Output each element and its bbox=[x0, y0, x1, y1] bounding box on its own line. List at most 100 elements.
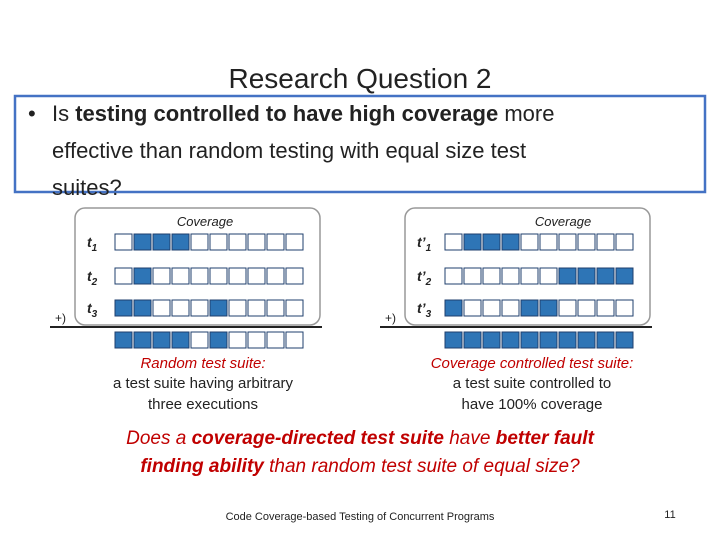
coverage-cell bbox=[133, 331, 152, 349]
caption-heading: Coverage controlled test suite: bbox=[431, 355, 634, 372]
row-label-sub: 3 bbox=[426, 309, 432, 320]
row-label-text: t’ bbox=[417, 268, 427, 284]
plus-sign: +) bbox=[55, 311, 66, 325]
plus-sign: +) bbox=[385, 311, 396, 325]
coverage-cell bbox=[615, 267, 634, 285]
caption-line: a test suite controlled to bbox=[453, 375, 611, 392]
coverage-cell bbox=[152, 299, 171, 317]
coverage-cell bbox=[577, 299, 596, 317]
coverage-cell bbox=[577, 267, 596, 285]
coverage-cell bbox=[285, 267, 304, 285]
question-line: Does a coverage-directed test suite have… bbox=[126, 428, 594, 449]
coverage-cell bbox=[133, 267, 152, 285]
text: Does a bbox=[126, 428, 191, 449]
row-label: t’1 bbox=[417, 234, 432, 254]
coverage-cell bbox=[152, 331, 171, 349]
question-line: finding ability than random test suite o… bbox=[140, 456, 580, 477]
coverage-cell bbox=[596, 331, 615, 349]
coverage-cell bbox=[520, 331, 539, 349]
row-label: t1 bbox=[87, 234, 98, 254]
coverage-cell bbox=[482, 267, 501, 285]
bullet-box bbox=[13, 94, 707, 194]
coverage-cell bbox=[482, 331, 501, 349]
text: than random test suite of equal size? bbox=[264, 456, 580, 477]
row-label-sub: 1 bbox=[92, 243, 98, 254]
coverage-cell bbox=[520, 299, 539, 317]
coverage-cell bbox=[596, 233, 615, 251]
coverage-cell bbox=[190, 331, 209, 349]
row-label-sub: 2 bbox=[91, 277, 98, 288]
coverage-cell bbox=[444, 299, 463, 317]
coverage-cell bbox=[501, 233, 520, 251]
coverage-cell bbox=[558, 299, 577, 317]
row-label: t2 bbox=[87, 268, 98, 288]
bullet-line: effective than random testing with equal… bbox=[52, 138, 526, 163]
coverage-cell bbox=[247, 233, 266, 251]
coverage-cell bbox=[539, 331, 558, 349]
coverage-cell bbox=[266, 331, 285, 349]
coverage-cell bbox=[209, 331, 228, 349]
coverage-cell bbox=[501, 299, 520, 317]
row-label: t’2 bbox=[417, 268, 432, 288]
row-label-sub: 2 bbox=[425, 277, 432, 288]
coverage-cell bbox=[577, 331, 596, 349]
coverage-cell bbox=[596, 299, 615, 317]
slide-title: Research Question 2 bbox=[228, 63, 491, 94]
coverage-cell bbox=[133, 233, 152, 251]
coverage-cell bbox=[209, 267, 228, 285]
coverage-cell bbox=[520, 233, 539, 251]
footer: Code Coverage-based Testing of Concurren… bbox=[226, 511, 495, 523]
coverage-cell bbox=[501, 267, 520, 285]
coverage-cell bbox=[228, 267, 247, 285]
coverage-cell bbox=[209, 299, 228, 317]
caption-line: a test suite having arbitrary bbox=[113, 375, 294, 392]
coverage-cell bbox=[539, 299, 558, 317]
coverage-cell bbox=[209, 233, 228, 251]
coverage-cell bbox=[171, 299, 190, 317]
row-label-text: t bbox=[87, 300, 93, 316]
coverage-cell bbox=[285, 233, 304, 251]
coverage-cell bbox=[152, 233, 171, 251]
coverage-cell bbox=[444, 233, 463, 251]
coverage-cell bbox=[114, 233, 133, 251]
coverage-cell bbox=[539, 233, 558, 251]
coverage-cell bbox=[247, 331, 266, 349]
coverage-cell bbox=[228, 299, 247, 317]
coverage-cell bbox=[190, 267, 209, 285]
coverage-cell bbox=[247, 267, 266, 285]
bold-text: coverage-directed test suite bbox=[192, 428, 445, 449]
row-label: t’3 bbox=[417, 300, 432, 320]
bold-text: better fault bbox=[496, 428, 595, 449]
coverage-cell bbox=[190, 233, 209, 251]
coverage-cell bbox=[228, 331, 247, 349]
coverage-cell bbox=[114, 331, 133, 349]
caption-line: have 100% coverage bbox=[462, 396, 603, 413]
coverage-cell bbox=[444, 267, 463, 285]
coverage-cell bbox=[228, 233, 247, 251]
coverage-cell bbox=[266, 233, 285, 251]
coverage-cell bbox=[463, 233, 482, 251]
panel-frame bbox=[74, 207, 321, 326]
coverage-cell bbox=[114, 267, 133, 285]
coverage-cell bbox=[444, 331, 463, 349]
panel-frame bbox=[404, 207, 651, 326]
row-label: t3 bbox=[87, 300, 98, 320]
coverage-cell bbox=[615, 299, 634, 317]
coverage-cell bbox=[558, 233, 577, 251]
coverage-cell bbox=[482, 233, 501, 251]
coverage-cell bbox=[463, 331, 482, 349]
coverage-cell bbox=[482, 299, 501, 317]
coverage-cell bbox=[596, 267, 615, 285]
coverage-cell bbox=[114, 299, 133, 317]
coverage-cell bbox=[190, 299, 209, 317]
coverage-cell bbox=[463, 267, 482, 285]
row-label-sub: 3 bbox=[92, 309, 98, 320]
bullet-line: Is testing controlled to have high cover… bbox=[52, 101, 554, 126]
coverage-cell bbox=[615, 233, 634, 251]
coverage-cell bbox=[171, 233, 190, 251]
coverage-cell bbox=[171, 267, 190, 285]
row-label-text: t bbox=[87, 268, 93, 284]
page-number: 11 bbox=[664, 509, 675, 521]
